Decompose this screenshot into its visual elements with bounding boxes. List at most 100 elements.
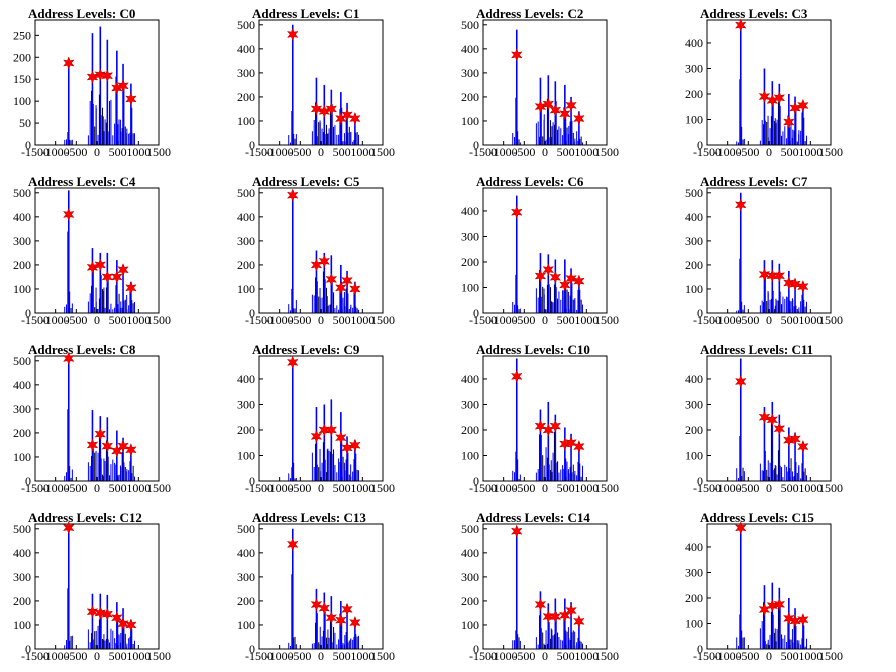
peak-marker [573,614,585,629]
x-tick-label: 0 [94,649,100,663]
peak-marker [125,443,137,457]
x-tick-label: 1500 [595,649,619,663]
x-tick-label: 0 [766,313,772,327]
x-tick-label: 1000 [126,145,150,159]
y-tick-label: 0 [25,306,31,320]
y-tick-label: 100 [685,448,703,462]
y-tick-label: 200 [685,87,703,101]
y-tick-label: 0 [697,306,703,320]
peak-marker [758,602,771,617]
y-tick-label: 400 [237,210,255,224]
y-tick-label: 100 [461,280,479,294]
plot-frame [258,355,384,482]
x-tick-label: 0 [318,481,324,495]
y-tick-label: 0 [25,642,31,656]
peak-marker [111,270,123,284]
x-tick-label: 1000 [350,649,374,663]
peak-marker [318,423,331,437]
x-tick-label: -500 [289,145,311,159]
x-tick-label: 1500 [371,313,395,327]
x-tick-label: -1000 [266,481,294,495]
x-tick-label: 0 [318,313,324,327]
x-tick-label: 0 [766,649,772,663]
peak-marker [310,102,323,116]
x-tick-label: 0 [318,145,324,159]
peak-marker [542,97,555,111]
y-tick-label: 200 [685,591,703,605]
y-tick-label: 200 [237,594,255,608]
peak-marker [310,429,323,444]
peak-marker [286,188,299,202]
panel-title: Address Levels: C3 [700,6,808,21]
panel-title: Address Levels: C13 [252,510,366,525]
y-tick-label: 0 [473,138,479,152]
x-tick-label: 0 [94,145,100,159]
y-tick-label: 400 [13,546,31,560]
x-tick-label: 1500 [819,481,843,495]
peak-marker [510,205,523,219]
x-tick-label: 1500 [147,481,171,495]
y-tick-label: 400 [685,210,703,224]
x-tick-label: -500 [737,649,759,663]
peak-marker [773,597,786,612]
peak-marker [325,272,338,287]
y-tick-label: 500 [685,186,703,200]
y-tick-label: 100 [237,448,255,462]
panel-title: Address Levels: C5 [252,174,360,189]
x-tick-label: 0 [542,481,548,495]
peak-marker [534,419,547,433]
peak-marker [335,430,347,445]
y-tick-label: 300 [13,402,31,416]
peak-marker [797,98,809,113]
y-tick-label: 0 [473,306,479,320]
peak-marker [325,611,338,625]
x-tick-label: 1000 [126,481,150,495]
x-tick-label: -500 [289,481,311,495]
x-tick-label: -500 [65,481,87,495]
peak-marker [117,263,129,277]
x-tick-label: 0 [766,145,772,159]
x-tick-label: -1000 [266,145,294,159]
x-tick-label: 1500 [819,313,843,327]
x-tick-label: -1500 [21,649,49,663]
peak-marker [773,269,786,283]
panel-title: Address Levels: C0 [28,6,135,21]
y-tick-label: 200 [13,258,31,272]
x-tick-label: -1000 [714,649,742,663]
panel-12: Address Levels: C12 0 100 200 300 400 500 -1500… [13,510,171,663]
y-tick-label: 300 [13,234,31,248]
x-tick-label: 1500 [147,649,171,663]
peak-marker [86,438,99,452]
peak-marker [549,270,562,285]
panel-title: Address Levels: C1 [252,6,359,21]
peak-marker [335,613,347,627]
panel-0: Address Levels: C0 0 50 100 150 200 250 -1500-1… [13,6,171,159]
y-tick-label: 200 [13,594,31,608]
peak-marker [783,611,795,626]
peak-marker [349,438,361,453]
peak-marker [286,27,299,42]
plot-frame [706,523,832,650]
x-tick-label: 500 [557,649,575,663]
y-tick-label: 500 [237,186,255,200]
panel-14: Address Levels: C14 0 100 200 300 400 500 -1500… [461,510,619,663]
x-tick-label: -1500 [21,145,49,159]
peak-marker [94,427,107,441]
x-tick-label: -1000 [714,313,742,327]
x-tick-label: 500 [109,313,127,327]
peak-marker [341,602,353,617]
peak-marker [286,355,299,370]
plot-frame [34,187,160,314]
peak-marker [758,89,771,104]
x-tick-label: 500 [109,481,127,495]
plot-frame [706,19,832,146]
x-tick-label: -1000 [42,145,70,159]
panel-11: Address Levels: C11 0 100 200 300 400 -1500-10… [685,342,843,495]
peak-marker [510,369,523,384]
plot-frame [34,523,160,650]
x-tick-label: 0 [318,649,324,663]
x-tick-label: -500 [513,145,535,159]
peak-marker [111,611,123,625]
peak-marker [549,419,562,433]
x-tick-label: -1500 [245,313,273,327]
